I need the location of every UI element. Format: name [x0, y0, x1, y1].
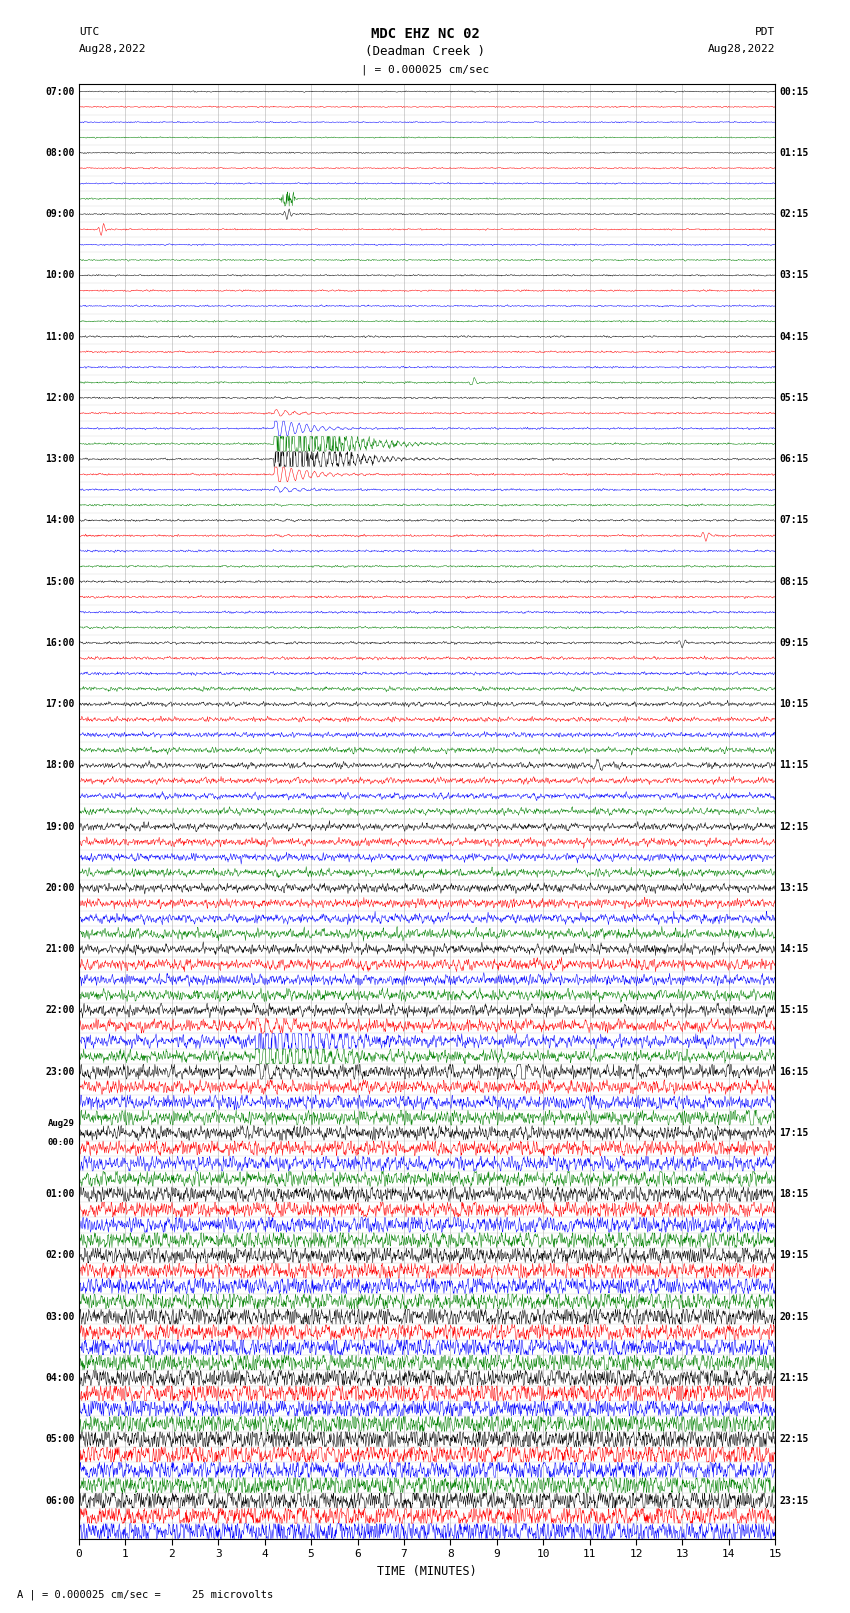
Text: 03:15: 03:15: [779, 271, 809, 281]
Text: 08:00: 08:00: [45, 148, 75, 158]
Text: | = 0.000025 cm/sec: | = 0.000025 cm/sec: [361, 65, 489, 76]
Text: 18:00: 18:00: [45, 760, 75, 771]
Text: 09:15: 09:15: [779, 637, 809, 648]
Text: MDC EHZ NC 02: MDC EHZ NC 02: [371, 27, 479, 42]
Text: 04:00: 04:00: [45, 1373, 75, 1382]
Text: 19:15: 19:15: [779, 1250, 809, 1260]
Text: Aug28,2022: Aug28,2022: [79, 44, 146, 53]
Text: 00:15: 00:15: [779, 87, 809, 97]
X-axis label: TIME (MINUTES): TIME (MINUTES): [377, 1565, 477, 1578]
Text: Aug28,2022: Aug28,2022: [708, 44, 775, 53]
Text: 13:00: 13:00: [45, 455, 75, 465]
Text: 11:00: 11:00: [45, 332, 75, 342]
Text: 13:15: 13:15: [779, 882, 809, 894]
Text: 14:15: 14:15: [779, 944, 809, 955]
Text: Aug29: Aug29: [48, 1119, 75, 1127]
Text: UTC: UTC: [79, 27, 99, 37]
Text: 09:00: 09:00: [45, 210, 75, 219]
Text: 20:00: 20:00: [45, 882, 75, 894]
Text: 14:00: 14:00: [45, 516, 75, 526]
Text: 05:00: 05:00: [45, 1434, 75, 1444]
Text: 20:15: 20:15: [779, 1311, 809, 1321]
Text: 12:15: 12:15: [779, 821, 809, 832]
Text: 17:00: 17:00: [45, 698, 75, 710]
Text: 16:15: 16:15: [779, 1066, 809, 1077]
Text: 02:15: 02:15: [779, 210, 809, 219]
Text: PDT: PDT: [755, 27, 775, 37]
Text: 03:00: 03:00: [45, 1311, 75, 1321]
Text: 04:15: 04:15: [779, 332, 809, 342]
Text: 21:00: 21:00: [45, 944, 75, 955]
Text: 10:15: 10:15: [779, 698, 809, 710]
Text: (Deadman Creek ): (Deadman Creek ): [365, 45, 485, 58]
Text: 07:15: 07:15: [779, 516, 809, 526]
Text: 19:00: 19:00: [45, 821, 75, 832]
Text: 15:00: 15:00: [45, 576, 75, 587]
Text: 18:15: 18:15: [779, 1189, 809, 1198]
Text: 23:00: 23:00: [45, 1066, 75, 1077]
Text: 06:00: 06:00: [45, 1495, 75, 1505]
Text: 22:15: 22:15: [779, 1434, 809, 1444]
Text: 12:00: 12:00: [45, 394, 75, 403]
Text: 22:00: 22:00: [45, 1005, 75, 1016]
Text: 00:00: 00:00: [48, 1139, 75, 1147]
Text: 06:15: 06:15: [779, 455, 809, 465]
Text: 15:15: 15:15: [779, 1005, 809, 1016]
Text: 21:15: 21:15: [779, 1373, 809, 1382]
Text: 02:00: 02:00: [45, 1250, 75, 1260]
Text: 16:00: 16:00: [45, 637, 75, 648]
Text: 17:15: 17:15: [779, 1127, 809, 1137]
Text: 05:15: 05:15: [779, 394, 809, 403]
Text: 10:00: 10:00: [45, 271, 75, 281]
Text: 08:15: 08:15: [779, 576, 809, 587]
Text: 23:15: 23:15: [779, 1495, 809, 1505]
Text: 01:15: 01:15: [779, 148, 809, 158]
Text: 07:00: 07:00: [45, 87, 75, 97]
Text: 01:00: 01:00: [45, 1189, 75, 1198]
Text: A | = 0.000025 cm/sec =     25 microvolts: A | = 0.000025 cm/sec = 25 microvolts: [17, 1589, 273, 1600]
Text: 11:15: 11:15: [779, 760, 809, 771]
